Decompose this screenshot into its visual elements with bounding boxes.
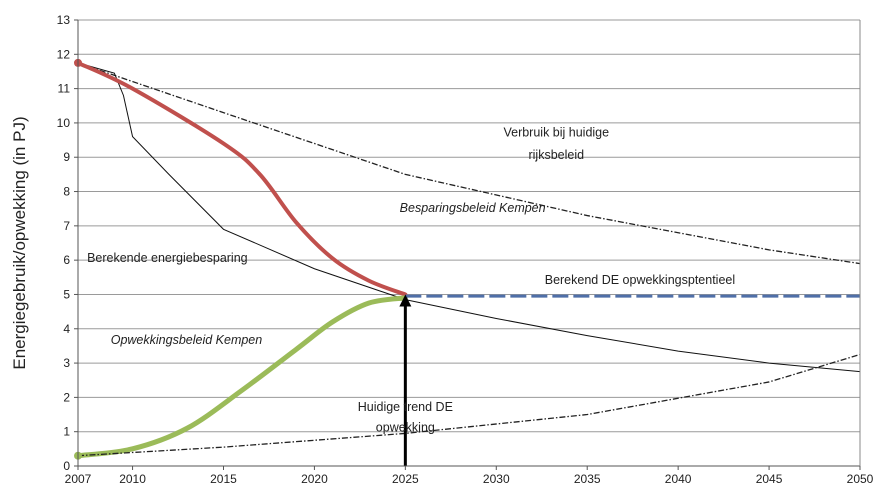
annotation-potentieel: Berekend DE opwekkingsptentieel bbox=[545, 273, 735, 287]
y-tick-label-3: 3 bbox=[63, 356, 70, 370]
y-tick-label-4: 4 bbox=[63, 322, 70, 336]
annotation-verbruik-l1: Verbruik bij huidige bbox=[503, 126, 609, 140]
arrow-layer bbox=[399, 294, 412, 466]
annotation-opwekkingsbeleid: Opwekkingsbeleid Kempen bbox=[111, 333, 263, 347]
y-tick-label-9: 9 bbox=[63, 150, 70, 164]
x-tick-label-2025: 2025 bbox=[392, 472, 419, 486]
gridlines bbox=[78, 19, 860, 433]
annotation-trend-l1: Huidige trend DE bbox=[358, 400, 453, 414]
y-tick-label-6: 6 bbox=[63, 253, 70, 267]
y-tick-label-0: 0 bbox=[63, 459, 70, 473]
y-tick-label-7: 7 bbox=[63, 219, 70, 233]
y-tick-label-5: 5 bbox=[63, 287, 70, 301]
y-tick-label-11: 11 bbox=[58, 82, 71, 96]
series-berekende-besparing bbox=[77, 62, 861, 373]
annotations: Verbruik bij huidige rijksbeleid Besparing… bbox=[87, 126, 735, 435]
axes bbox=[77, 20, 861, 467]
x-tick-label-2035: 2035 bbox=[574, 472, 601, 486]
annotation-trend-l2: opwekking bbox=[376, 421, 435, 435]
x-tick-label-2010: 2010 bbox=[119, 472, 146, 486]
x-tick-label-2020: 2020 bbox=[301, 472, 328, 486]
series-layer bbox=[74, 58, 861, 460]
x-tick-label-2045: 2045 bbox=[756, 472, 783, 486]
series-opwekkingsbeleid bbox=[75, 295, 408, 459]
y-tick-label-12: 12 bbox=[57, 47, 71, 61]
y-axis-label: Energiegebruik/opwekking (in PJ) bbox=[10, 116, 29, 369]
y-tick-label-1: 1 bbox=[63, 425, 70, 439]
x-tick-label-2015: 2015 bbox=[210, 472, 237, 486]
x-tick-label-2007: 2007 bbox=[65, 472, 92, 486]
series-verbruik bbox=[77, 62, 861, 265]
annotation-besparingsbeleid: Besparingsbeleid Kempen bbox=[400, 201, 546, 215]
y-tick-label-2: 2 bbox=[63, 390, 70, 404]
y-tick-label-8: 8 bbox=[63, 185, 70, 199]
x-tick-label-2040: 2040 bbox=[665, 472, 692, 486]
annotation-verbruik-l2: rijksbeleid bbox=[528, 148, 584, 162]
series-huidige-trend bbox=[77, 353, 861, 457]
y-tick-label-13: 13 bbox=[57, 13, 71, 27]
x-tick-label-2050: 2050 bbox=[847, 472, 874, 486]
y-tick-label-10: 10 bbox=[57, 116, 71, 130]
plot-background bbox=[78, 20, 860, 466]
x-tick-label-2030: 2030 bbox=[483, 472, 510, 486]
arrow-head bbox=[399, 294, 412, 307]
annotation-berekende-besparing: Berekende energiebesparing bbox=[87, 251, 248, 265]
series-besparingsbeleid bbox=[76, 60, 408, 297]
